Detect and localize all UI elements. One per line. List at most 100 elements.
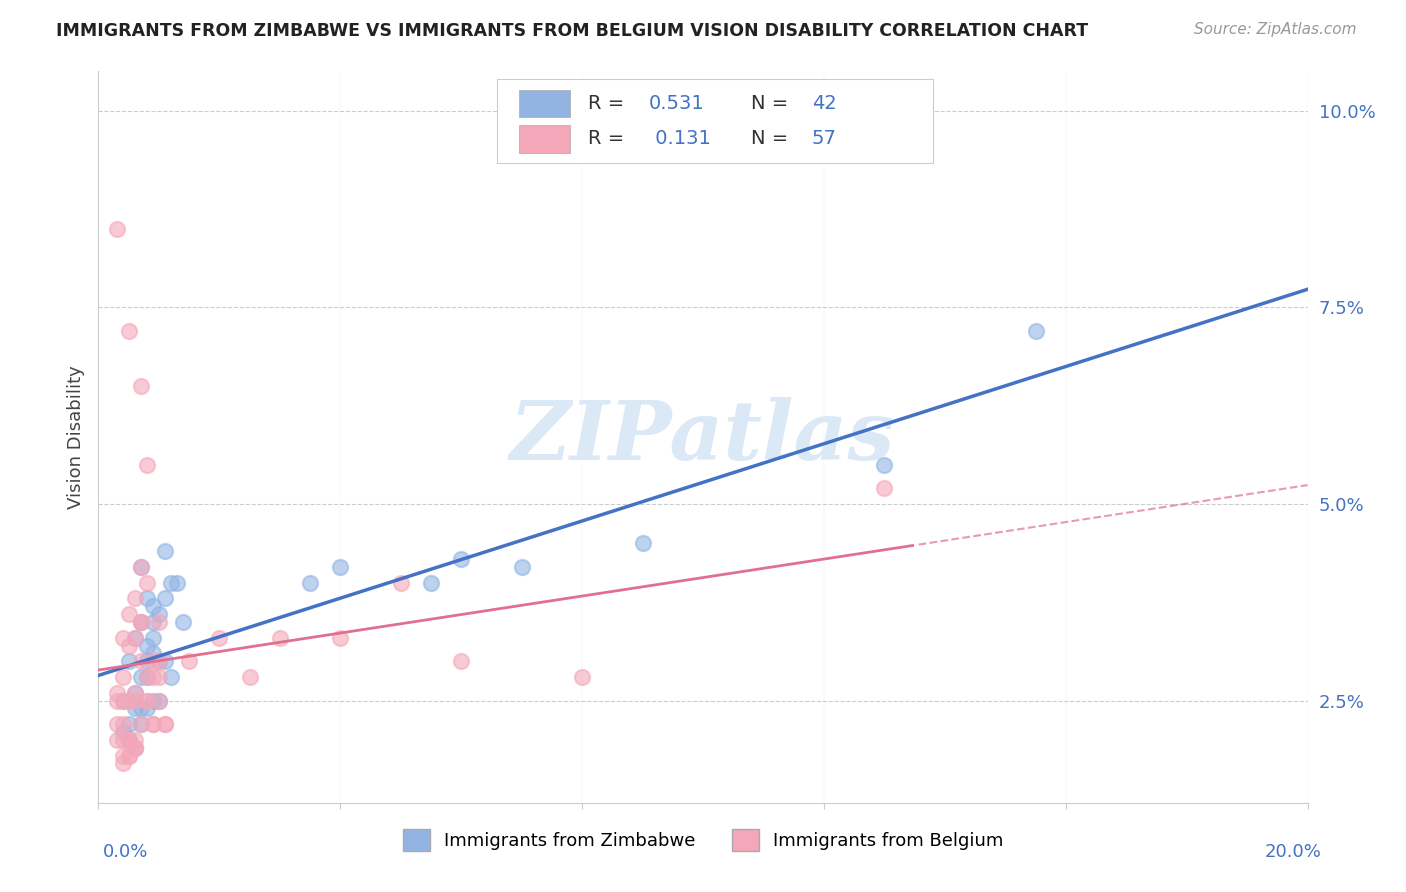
Point bbox=[124, 631, 146, 645]
Point bbox=[153, 717, 176, 731]
Point bbox=[135, 693, 157, 707]
Point bbox=[118, 732, 141, 747]
Point bbox=[631, 536, 654, 550]
Point bbox=[153, 544, 176, 558]
Point bbox=[148, 670, 170, 684]
Text: 0.131: 0.131 bbox=[648, 129, 710, 148]
Point bbox=[148, 607, 170, 621]
Point bbox=[142, 717, 165, 731]
Point bbox=[118, 717, 141, 731]
Point bbox=[148, 693, 170, 707]
Point bbox=[142, 717, 165, 731]
Point bbox=[135, 575, 157, 590]
Point bbox=[873, 481, 896, 495]
Point bbox=[129, 559, 152, 574]
Text: 0.0%: 0.0% bbox=[103, 843, 148, 861]
Point bbox=[179, 654, 201, 668]
Point bbox=[148, 654, 170, 668]
Point bbox=[129, 615, 152, 629]
Text: IMMIGRANTS FROM ZIMBABWE VS IMMIGRANTS FROM BELGIUM VISION DISABILITY CORRELATIO: IMMIGRANTS FROM ZIMBABWE VS IMMIGRANTS F… bbox=[56, 22, 1088, 40]
Point bbox=[148, 615, 170, 629]
Point bbox=[105, 693, 128, 707]
Point bbox=[239, 670, 262, 684]
Point bbox=[118, 732, 141, 747]
Point bbox=[153, 591, 176, 606]
Point bbox=[269, 631, 291, 645]
Point bbox=[105, 717, 128, 731]
Point bbox=[450, 552, 472, 566]
Point bbox=[111, 693, 134, 707]
Point bbox=[142, 615, 165, 629]
Point bbox=[118, 748, 141, 763]
Text: 0.531: 0.531 bbox=[648, 94, 704, 113]
Point bbox=[124, 732, 146, 747]
Bar bbox=[519, 89, 569, 118]
Point bbox=[160, 670, 183, 684]
Text: N =: N = bbox=[751, 129, 794, 148]
Point bbox=[135, 654, 157, 668]
Point bbox=[571, 670, 593, 684]
Point bbox=[873, 458, 896, 472]
Point bbox=[129, 701, 152, 715]
Point bbox=[124, 693, 146, 707]
Point bbox=[124, 740, 146, 755]
Point bbox=[329, 559, 352, 574]
Point bbox=[329, 631, 352, 645]
Point bbox=[124, 740, 146, 755]
Y-axis label: Vision Disability: Vision Disability bbox=[66, 365, 84, 509]
Bar bbox=[519, 125, 569, 153]
Point bbox=[510, 559, 533, 574]
Point bbox=[118, 654, 141, 668]
Legend: Immigrants from Zimbabwe, Immigrants from Belgium: Immigrants from Zimbabwe, Immigrants fro… bbox=[394, 820, 1012, 860]
Point bbox=[124, 701, 146, 715]
FancyBboxPatch shape bbox=[498, 78, 932, 163]
Point bbox=[111, 748, 134, 763]
Point bbox=[129, 654, 152, 668]
Point bbox=[135, 693, 157, 707]
Point bbox=[111, 725, 134, 739]
Point bbox=[142, 599, 165, 614]
Point bbox=[135, 701, 157, 715]
Point bbox=[166, 575, 188, 590]
Text: R =: R = bbox=[588, 94, 631, 113]
Point bbox=[111, 670, 134, 684]
Point bbox=[135, 670, 157, 684]
Text: Source: ZipAtlas.com: Source: ZipAtlas.com bbox=[1194, 22, 1357, 37]
Text: 57: 57 bbox=[811, 129, 837, 148]
Point bbox=[420, 575, 443, 590]
Point bbox=[129, 615, 152, 629]
Point bbox=[1024, 324, 1046, 338]
Point bbox=[111, 717, 134, 731]
Point bbox=[124, 591, 146, 606]
Point bbox=[105, 732, 128, 747]
Point bbox=[118, 693, 141, 707]
Point bbox=[118, 607, 141, 621]
Point bbox=[208, 631, 231, 645]
Point bbox=[129, 670, 152, 684]
Point bbox=[172, 615, 194, 629]
Point bbox=[118, 732, 141, 747]
Point bbox=[129, 615, 152, 629]
Point bbox=[124, 686, 146, 700]
Text: R =: R = bbox=[588, 129, 631, 148]
Point bbox=[153, 717, 176, 731]
Point bbox=[389, 575, 412, 590]
Point bbox=[124, 631, 146, 645]
Text: ZIPatlas: ZIPatlas bbox=[510, 397, 896, 477]
Point bbox=[105, 686, 128, 700]
Point bbox=[135, 458, 157, 472]
Point bbox=[160, 575, 183, 590]
Point bbox=[105, 221, 128, 235]
Point bbox=[135, 670, 157, 684]
Point bbox=[142, 693, 165, 707]
Point bbox=[135, 591, 157, 606]
Text: 20.0%: 20.0% bbox=[1265, 843, 1322, 861]
Point bbox=[129, 717, 152, 731]
Point bbox=[142, 646, 165, 660]
Point bbox=[129, 717, 152, 731]
Point bbox=[118, 324, 141, 338]
Point bbox=[299, 575, 322, 590]
Point bbox=[111, 756, 134, 771]
Point bbox=[129, 559, 152, 574]
Text: N =: N = bbox=[751, 94, 794, 113]
